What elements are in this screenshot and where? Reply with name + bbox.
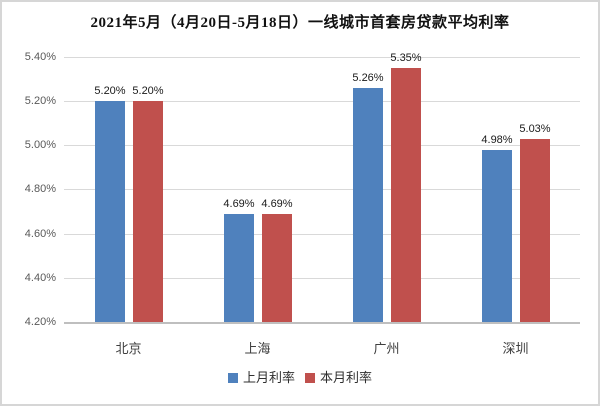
bar-value-label: 5.03% [519,123,551,135]
x-axis-label: 广州 [373,341,400,356]
chart-title: 2021年5月（4月20日-5月18日）一线城市首套房贷款平均利率 [90,15,510,31]
bar-本月利率-上海 [262,214,292,322]
bar-value-label: 5.26% [352,72,384,84]
bar-value-label: 4.69% [261,198,293,210]
x-axis-label: 上海 [244,341,271,356]
gridline [64,57,580,58]
x-axis-label: 深圳 [502,341,529,356]
legend-swatch [227,372,238,383]
gridline [64,278,580,279]
y-tick-label: 4.40% [24,272,56,284]
y-tick-label: 5.40% [24,51,56,63]
gridline [64,189,580,190]
legend-swatch [305,372,315,383]
bar-上月利率-北京 [95,101,125,322]
gridline [64,234,580,235]
legend-item-上月利率: 上月利率 [227,370,295,385]
bar-value-label: 4.98% [481,134,513,146]
legend-label: 上月利率 [242,370,295,385]
legend-item-本月利率: 本月利率 [305,371,372,384]
y-tick-label: 5.00% [24,139,56,151]
y-tick-label: 4.80% [24,183,56,195]
bar-本月利率-深圳 [520,139,550,322]
legend: 上月利率 本月利率 [2,371,598,384]
bar-本月利率-广州 [391,68,421,322]
legend-label: 本月利率 [320,370,373,385]
bar-value-label: 4.69% [223,198,255,210]
y-tick-label: 4.60% [24,228,56,240]
y-tick-label: 5.20% [24,95,56,107]
bar-上月利率-上海 [224,214,254,322]
bar-上月利率-广州 [353,88,383,322]
gridline [64,101,580,102]
bar-value-label: 5.20% [94,85,126,97]
bar-上月利率-深圳 [482,150,512,322]
bar-本月利率-北京 [133,101,163,322]
gridline [64,145,580,146]
x-axis-line [64,322,580,324]
bar-value-label: 5.20% [132,85,164,97]
x-axis-label: 北京 [115,341,142,356]
y-tick-label: 4.20% [24,316,56,328]
bar-value-label: 5.35% [390,52,422,64]
